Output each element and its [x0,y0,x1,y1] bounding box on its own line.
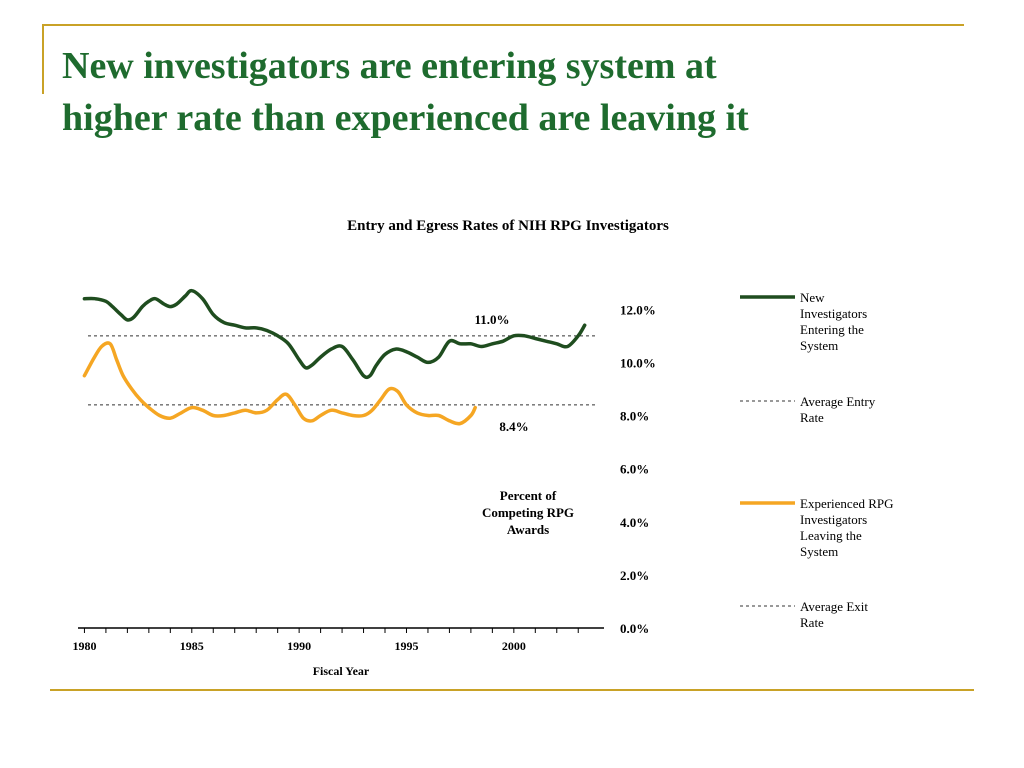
y-tick-label: 12.0% [620,302,656,317]
legend-entry-average: Average Entry Rate [740,394,876,425]
legend: New Investigators Entering the System Averag… [740,290,894,630]
chart-title: Entry and Egress Rates of NIH RPG Invest… [347,218,669,234]
y-tick-label: 4.0% [620,515,649,530]
frame-accent-top [42,24,964,26]
legend-exit: Experienced RPG Investigators Leaving the S… [740,496,894,559]
y-tick-label: 2.0% [620,568,649,583]
x-tick-label: 1995 [394,639,418,653]
entry-average-label: 11.0% [474,312,509,327]
frame-accent-left [42,24,44,94]
x-tick-label: 1980 [72,639,96,653]
y-tick-label: 0.0% [620,621,649,636]
legend-label: New Investigators Entering the System [800,290,867,353]
x-axis-label: Fiscal Year [313,664,370,678]
series-line-exit [82,341,477,426]
y-axis: 12.0% 10.0% 8.0% 6.0% 4.0% 2.0% 0.0% [620,302,656,636]
y-tick-label: 8.0% [620,409,649,424]
frame-accent-bottom [50,689,974,691]
x-axis: 1980 1985 1990 1995 2000 [72,627,604,653]
legend-label: Average Exit Rate [800,599,868,630]
legend-label: Average Entry Rate [800,394,876,425]
x-tick-label: 1985 [180,639,204,653]
slide-title: New investigators are entering system at… [62,45,749,139]
y-tick-label: 10.0% [620,355,656,370]
series-line-entry [82,288,587,380]
x-tick-label: 1990 [287,639,311,653]
x-tick-label: 2000 [502,639,526,653]
reference-labels: 11.0% 8.4% [474,312,528,434]
y-tick-label: 6.0% [620,462,649,477]
legend-label: Experienced RPG Investigators Leaving the S… [800,496,894,559]
exit-average-label: 8.4% [499,419,528,434]
y-axis-label: Percent of Competing RPG Awards [482,488,574,537]
reference-lines [88,335,598,406]
legend-exit-average: Average Exit Rate [740,599,868,630]
legend-entry: New Investigators Entering the System [740,290,867,353]
series-layer [82,288,587,426]
